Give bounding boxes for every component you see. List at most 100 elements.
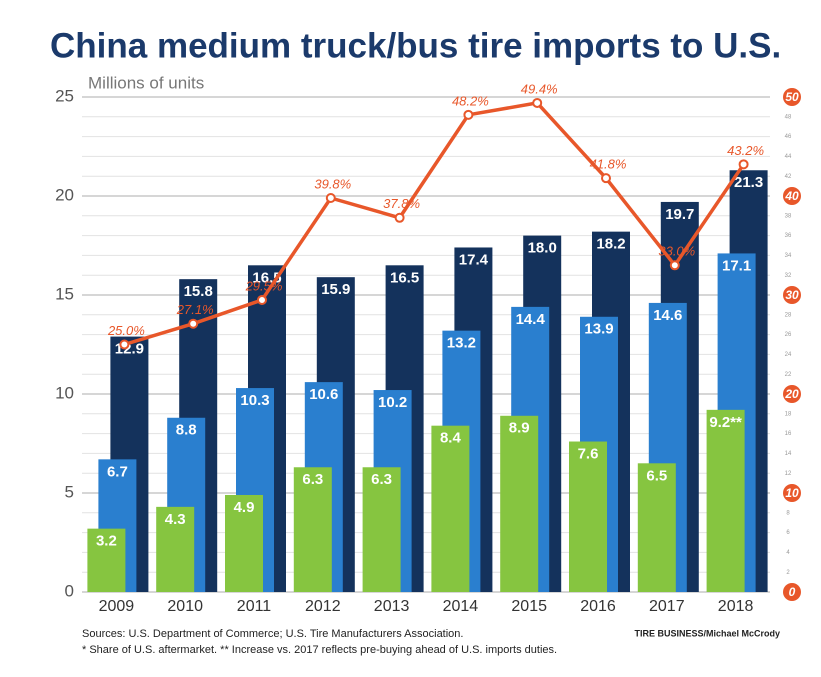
bar-value-label: 6.3 bbox=[371, 471, 392, 488]
bar-value-label: 13.2 bbox=[447, 335, 476, 352]
share-value-label: 48.2% bbox=[452, 93, 489, 108]
y2-tick-marker bbox=[783, 286, 801, 304]
x-tick-label: 2015 bbox=[511, 598, 547, 615]
y2-minor-tick-label: 48 bbox=[785, 114, 792, 120]
share-value-label: 39.8% bbox=[314, 176, 351, 191]
y2-tick-marker bbox=[783, 583, 801, 601]
bar-value-label: 13.9 bbox=[584, 321, 613, 338]
bar bbox=[706, 409, 745, 592]
bar-value-label: 15.8 bbox=[184, 283, 213, 300]
y-tick-label: 10 bbox=[55, 383, 74, 402]
y2-tick-marker bbox=[783, 385, 801, 403]
credit: TIRE BUSINESS/Michael McCrody bbox=[634, 628, 780, 638]
bar-value-label: 6.3 bbox=[302, 471, 323, 488]
x-tick-label: 2016 bbox=[580, 598, 616, 615]
chart-title: China medium truck/bus tire imports to U… bbox=[50, 26, 781, 65]
bar bbox=[225, 494, 263, 592]
bar-value-label: 14.4 bbox=[516, 311, 546, 328]
share-point bbox=[738, 159, 749, 170]
share-point bbox=[325, 192, 336, 203]
bar-value-label: 18.2 bbox=[596, 236, 625, 253]
y2-tick-label: 10 bbox=[785, 486, 799, 500]
source-note: Sources: U.S. Department of Commerce; U.… bbox=[82, 628, 463, 640]
share-value-label: 37.8% bbox=[383, 196, 420, 211]
x-tick-label: 2012 bbox=[305, 598, 341, 615]
y2-minor-tick-label: 32 bbox=[785, 273, 792, 279]
y2-tick-label: 0 bbox=[789, 585, 796, 599]
x-tick-label: 2018 bbox=[718, 598, 754, 615]
footnote: * Share of U.S. aftermarket. ** Increase… bbox=[82, 644, 557, 656]
y2-tick-label: 20 bbox=[784, 387, 799, 401]
share-point bbox=[394, 212, 405, 223]
bar-value-label: 3.2 bbox=[96, 533, 117, 550]
bar bbox=[293, 467, 332, 592]
y2-tick-marker bbox=[783, 187, 801, 205]
y2-minor-tick-label: 18 bbox=[785, 411, 792, 417]
share-value-label: 49.4% bbox=[521, 81, 558, 96]
share-value-label: 27.1% bbox=[176, 302, 214, 317]
y2-tick-label: 30 bbox=[785, 288, 799, 302]
share-line bbox=[123, 101, 746, 347]
bar-value-label: 8.9 bbox=[509, 420, 530, 437]
bar-value-label: 18.0 bbox=[528, 240, 557, 257]
y2-minor-tick-label: 12 bbox=[785, 471, 792, 477]
bar-value-label: 15.9 bbox=[321, 281, 350, 298]
x-tick-label: 2013 bbox=[374, 598, 410, 615]
y2-minor-tick-label: 36 bbox=[785, 233, 792, 239]
bar-value-label: 17.1 bbox=[722, 257, 751, 274]
bar bbox=[431, 425, 470, 592]
share-point bbox=[463, 109, 474, 120]
y2-tick-label: 50 bbox=[785, 90, 799, 104]
y2-tick-label: 40 bbox=[784, 189, 799, 203]
bar-value-label: 9.2** bbox=[709, 414, 742, 431]
y2-minor-tick-label: 44 bbox=[785, 154, 792, 160]
bar-value-label: 16.5 bbox=[390, 269, 419, 286]
y2-tick-marker bbox=[783, 88, 801, 106]
y2-minor-tick-label: 26 bbox=[785, 332, 792, 338]
y2-minor-tick-label: 42 bbox=[785, 174, 792, 180]
bar-value-label: 8.8 bbox=[176, 422, 197, 439]
y2-minor-tick-label: 2 bbox=[786, 570, 790, 576]
y2-minor-tick-label: 16 bbox=[785, 431, 792, 437]
share-point bbox=[601, 173, 611, 184]
bar-value-label: 21.3 bbox=[734, 174, 763, 191]
y-tick-label: 25 bbox=[55, 86, 74, 105]
bar-value-label: 6.7 bbox=[107, 463, 128, 480]
bar-value-label: 8.4 bbox=[440, 430, 462, 447]
bar-value-label: 10.3 bbox=[240, 392, 269, 409]
y2-minor-tick-label: 46 bbox=[785, 134, 792, 140]
bar-value-label: 4.9 bbox=[234, 499, 255, 516]
bar bbox=[637, 463, 676, 592]
share-point bbox=[669, 260, 680, 271]
y-axis-label: Millions of units bbox=[88, 73, 204, 92]
bar-value-label: 6.5 bbox=[646, 467, 667, 484]
y-tick-label: 0 bbox=[65, 581, 74, 600]
share-point bbox=[119, 339, 130, 350]
y2-minor-tick-label: 14 bbox=[785, 451, 792, 457]
y2-minor-tick-label: 6 bbox=[786, 530, 790, 536]
y2-minor-tick-label: 24 bbox=[785, 352, 792, 358]
share-value-label: 25.0% bbox=[107, 323, 145, 338]
x-tick-label: 2014 bbox=[443, 598, 479, 615]
x-tick-label: 2011 bbox=[237, 598, 272, 615]
y2-minor-tick-label: 8 bbox=[786, 510, 790, 516]
y-tick-label: 20 bbox=[55, 185, 74, 204]
bar bbox=[569, 441, 607, 592]
x-tick-label: 2010 bbox=[167, 598, 203, 615]
share-value-label: 41.8% bbox=[590, 157, 627, 172]
bar-value-label: 14.6 bbox=[653, 307, 682, 324]
share-value-label: 29.5% bbox=[245, 278, 283, 293]
y2-minor-tick-label: 34 bbox=[785, 253, 792, 259]
bar-value-label: 10.2 bbox=[378, 394, 407, 411]
y2-minor-tick-label: 38 bbox=[785, 213, 792, 219]
bar bbox=[362, 467, 401, 592]
y2-minor-tick-label: 22 bbox=[785, 372, 792, 378]
y-tick-label: 15 bbox=[55, 284, 74, 303]
bar bbox=[87, 528, 126, 592]
share-point bbox=[188, 318, 199, 329]
share-value-label: 33.0% bbox=[658, 244, 695, 259]
bar-value-label: 10.6 bbox=[309, 386, 338, 403]
bar-value-label: 4.3 bbox=[165, 511, 186, 528]
bar bbox=[500, 415, 539, 592]
